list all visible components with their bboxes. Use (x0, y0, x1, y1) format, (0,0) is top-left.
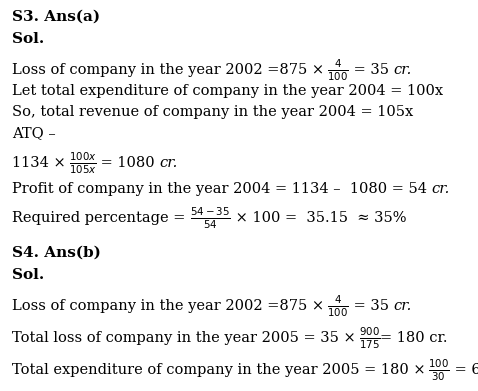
Text: Profit of company in the year 2004 = 1134 –  1080 = 54: Profit of company in the year 2004 = 113… (12, 182, 432, 196)
Text: $\frac{100}{30}$: $\frac{100}{30}$ (428, 357, 450, 383)
Text: cr.: cr. (393, 299, 412, 313)
Text: Sol.: Sol. (12, 32, 44, 46)
Text: S3. Ans(a): S3. Ans(a) (12, 10, 100, 24)
Text: $\frac{900}{175}$: $\frac{900}{175}$ (358, 325, 380, 351)
Text: $\frac{100x}{105x}$: $\frac{100x}{105x}$ (69, 150, 97, 176)
Text: = 1080: = 1080 (97, 156, 160, 170)
Text: × 100 =  35.15  ≈ 35%: × 100 = 35.15 ≈ 35% (230, 211, 406, 225)
Text: $\frac{4}{100}$: $\frac{4}{100}$ (327, 293, 348, 319)
Text: = 180 cr.: = 180 cr. (380, 331, 448, 345)
Text: So, total revenue of company in the year 2004 = 105x: So, total revenue of company in the year… (12, 105, 413, 119)
Text: $\frac{720 - 600}{600}$: $\frac{720 - 600}{600}$ (190, 389, 244, 391)
Text: Sol.: Sol. (12, 268, 44, 282)
Text: cr.: cr. (393, 63, 412, 77)
Text: $\frac{54-35}{54}$: $\frac{54-35}{54}$ (190, 205, 230, 231)
Text: Total expenditure of company in the year 2005 = 180 ×: Total expenditure of company in the year… (12, 363, 428, 377)
Text: Required percentage =: Required percentage = (12, 211, 190, 225)
Text: = 35: = 35 (348, 63, 393, 77)
Text: 1134 ×: 1134 × (12, 156, 69, 170)
Text: = 600 cr.: = 600 cr. (450, 363, 478, 377)
Text: = 35: = 35 (348, 299, 393, 313)
Text: cr.: cr. (160, 156, 178, 170)
Text: ATQ –: ATQ – (12, 126, 56, 140)
Text: Total loss of company in the year 2005 = 35 ×: Total loss of company in the year 2005 =… (12, 331, 358, 345)
Text: Loss of company in the year 2002 =875 ×: Loss of company in the year 2002 =875 × (12, 63, 327, 77)
Text: cr.: cr. (432, 182, 450, 196)
Text: S4. Ans(b): S4. Ans(b) (12, 246, 101, 260)
Text: Loss of company in the year 2002 =875 ×: Loss of company in the year 2002 =875 × (12, 299, 327, 313)
Text: $\frac{4}{100}$: $\frac{4}{100}$ (327, 57, 348, 83)
Text: Let total expenditure of company in the year 2004 = 100x: Let total expenditure of company in the … (12, 84, 443, 98)
